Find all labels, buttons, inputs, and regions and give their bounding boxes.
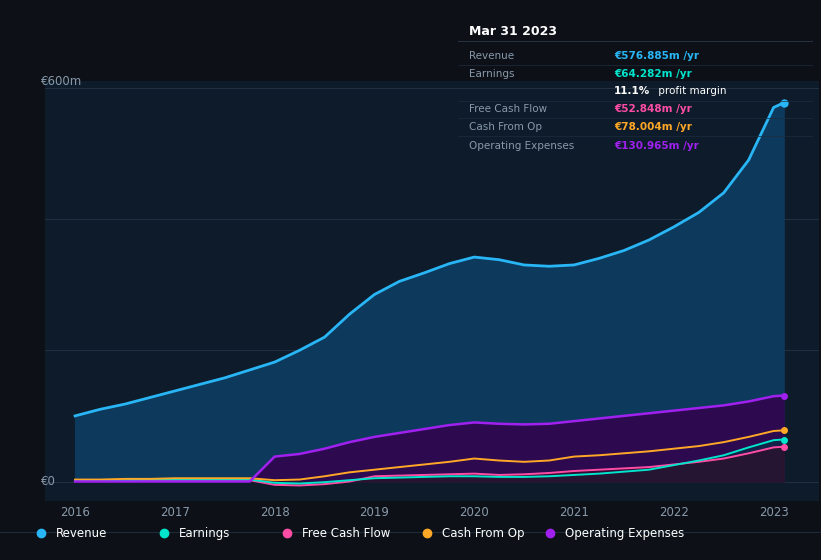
Text: €130.965m /yr: €130.965m /yr [614, 141, 699, 151]
Text: Mar 31 2023: Mar 31 2023 [469, 25, 557, 38]
Text: Revenue: Revenue [56, 526, 108, 540]
Text: Cash From Op: Cash From Op [469, 122, 542, 132]
Text: Revenue: Revenue [469, 52, 514, 62]
Text: Cash From Op: Cash From Op [442, 526, 524, 540]
Text: €600m: €600m [41, 75, 82, 88]
Text: €64.282m /yr: €64.282m /yr [614, 69, 692, 80]
Text: Free Cash Flow: Free Cash Flow [469, 104, 547, 114]
Text: Operating Expenses: Operating Expenses [565, 526, 684, 540]
Text: €78.004m /yr: €78.004m /yr [614, 122, 692, 132]
Text: €52.848m /yr: €52.848m /yr [614, 104, 692, 114]
Text: profit margin: profit margin [655, 86, 727, 96]
Text: Earnings: Earnings [469, 69, 514, 80]
Text: €0: €0 [41, 475, 56, 488]
Text: €576.885m /yr: €576.885m /yr [614, 52, 699, 62]
Text: 11.1%: 11.1% [614, 86, 650, 96]
Text: Earnings: Earnings [179, 526, 231, 540]
Text: Operating Expenses: Operating Expenses [469, 141, 574, 151]
Text: Free Cash Flow: Free Cash Flow [302, 526, 391, 540]
